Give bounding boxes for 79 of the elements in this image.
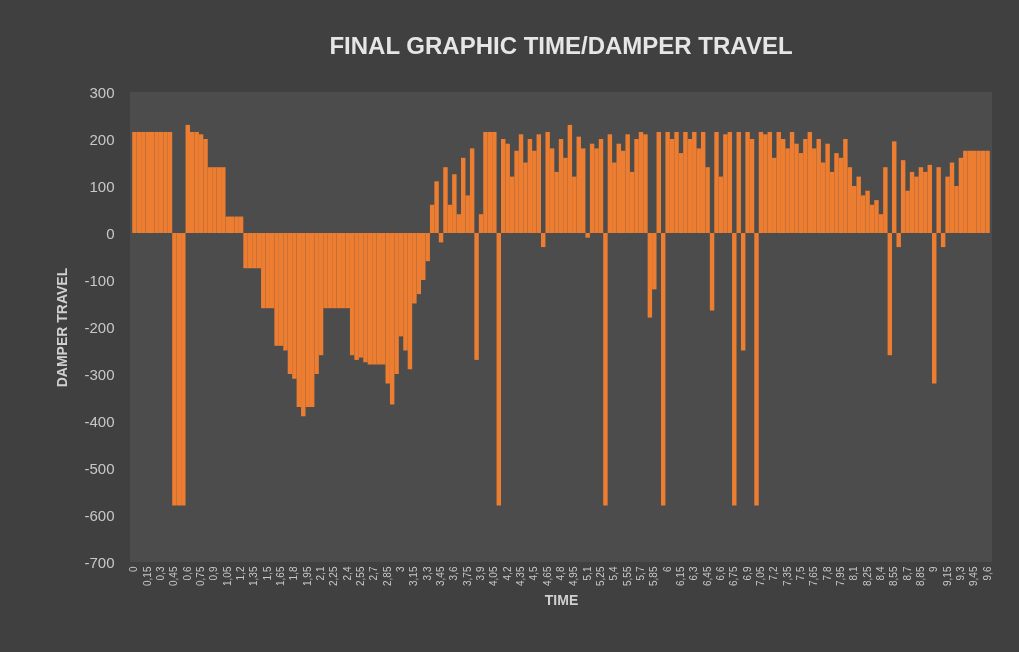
x-tick-label: 3,75 bbox=[461, 566, 473, 586]
x-tick-label: 1,65 bbox=[275, 566, 287, 586]
x-tick-label: 4,05 bbox=[488, 566, 500, 586]
y-tick-label: -700 bbox=[84, 553, 115, 571]
x-tick-label: 3,9 bbox=[475, 566, 487, 581]
y-tick-label: 300 bbox=[89, 83, 115, 101]
y-tick-label: -200 bbox=[84, 318, 115, 336]
x-tick-label: 0,3 bbox=[155, 566, 167, 581]
x-tick-label: 0,75 bbox=[195, 566, 207, 586]
x-tick-label: 9,15 bbox=[941, 566, 953, 586]
x-tick-label: 7,65 bbox=[808, 566, 820, 586]
x-tick-label: 8,4 bbox=[874, 566, 886, 581]
x-tick-label: 3,3 bbox=[421, 566, 433, 581]
y-tick-label: -400 bbox=[84, 412, 115, 430]
y-axis-title: DAMPER TRAVEL bbox=[54, 267, 71, 388]
x-tick-label: 2,7 bbox=[368, 566, 380, 581]
x-tick-label: 9 bbox=[928, 566, 940, 573]
x-tick-label: 5,25 bbox=[594, 566, 606, 586]
y-tick-label: -500 bbox=[84, 459, 115, 477]
y-tick-label: 0 bbox=[106, 224, 115, 242]
x-tick-label: 4,65 bbox=[541, 566, 553, 586]
x-tick-label: 8,1 bbox=[848, 566, 860, 581]
x-tick-label: 8,25 bbox=[861, 566, 873, 586]
x-tick-label: 4,95 bbox=[568, 566, 580, 586]
x-tick-label: 5,85 bbox=[648, 566, 660, 586]
x-tick-label: 1,2 bbox=[235, 566, 247, 581]
x-tick-label: 5,7 bbox=[634, 566, 646, 581]
x-tick-label: 8,55 bbox=[888, 566, 900, 586]
x-tick-label: 2,4 bbox=[341, 566, 353, 581]
x-tick-label: 6,6 bbox=[714, 566, 726, 581]
x-tick-label: 4,5 bbox=[528, 566, 540, 581]
x-tick-label: 7,5 bbox=[794, 566, 806, 581]
x-tick-label: 7,8 bbox=[821, 566, 833, 581]
x-tick-label: 4,35 bbox=[515, 566, 527, 586]
x-tick-label: 9,45 bbox=[968, 566, 980, 586]
x-tick-label: 6 bbox=[661, 566, 673, 573]
x-tick-label: 1,5 bbox=[261, 566, 273, 581]
y-tick-label: -300 bbox=[84, 365, 115, 383]
x-axis-title: TIME bbox=[544, 591, 579, 608]
x-tick-label: 2,85 bbox=[381, 566, 393, 586]
x-tick-label: 6,45 bbox=[701, 566, 713, 586]
x-tick-label: 5,1 bbox=[581, 566, 593, 581]
x-tick-label: 3,6 bbox=[448, 566, 460, 581]
x-tick-label: 0 bbox=[128, 566, 140, 573]
y-tick-label: -100 bbox=[84, 271, 115, 289]
x-tick-label: 2,1 bbox=[315, 566, 327, 581]
x-tick-label: 7,35 bbox=[781, 566, 793, 586]
x-tick-label: 9,6 bbox=[981, 566, 993, 581]
x-tick-label: 3 bbox=[395, 566, 407, 573]
x-tick-label: 1,8 bbox=[288, 566, 300, 581]
x-tick-label: 3,45 bbox=[435, 566, 447, 586]
x-tick-label: 5,55 bbox=[621, 566, 633, 586]
y-tick-label: 200 bbox=[89, 130, 115, 148]
x-tick-label: 1,95 bbox=[301, 566, 313, 586]
y-tick-label: -600 bbox=[84, 506, 115, 524]
x-tick-label: 6,9 bbox=[741, 566, 753, 581]
x-tick-label: 4,8 bbox=[555, 566, 566, 581]
x-tick-label: 8,7 bbox=[901, 566, 913, 581]
x-tick-label: 0,45 bbox=[168, 566, 180, 586]
x-tick-label: 6,75 bbox=[728, 566, 740, 586]
chart-title: FINAL GRAPHIC TIME/DAMPER TRAVEL bbox=[329, 32, 793, 59]
x-tick-label: 0,15 bbox=[141, 566, 153, 586]
x-tick-label: 3,15 bbox=[408, 566, 420, 586]
x-tick-label: 1,05 bbox=[221, 566, 233, 586]
x-tick-label: 5,4 bbox=[608, 566, 620, 581]
x-tick-label: 6,3 bbox=[688, 566, 700, 581]
x-tick-label: 7,95 bbox=[834, 566, 846, 586]
x-tick-label: 7,2 bbox=[768, 566, 780, 581]
x-tick-label: 8,85 bbox=[914, 566, 926, 586]
x-tick-label: 0,6 bbox=[181, 566, 193, 581]
x-tick-label: 7,05 bbox=[754, 566, 766, 586]
x-tick-label: 1,35 bbox=[248, 566, 260, 586]
x-tick-label: 4,2 bbox=[501, 566, 513, 581]
x-tick-label: 6,15 bbox=[674, 566, 686, 586]
y-tick-label: 100 bbox=[89, 177, 115, 195]
x-tick-label: 9,3 bbox=[954, 566, 966, 581]
x-tick-label: 2,25 bbox=[328, 566, 340, 586]
x-tick-label: 0,9 bbox=[208, 566, 220, 581]
x-tick-label: 2,55 bbox=[355, 566, 367, 586]
